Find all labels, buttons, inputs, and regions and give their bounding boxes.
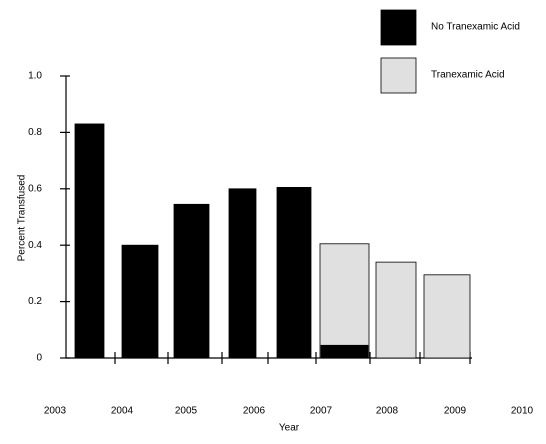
bar	[423, 274, 471, 359]
bar	[121, 244, 159, 359]
legend-swatch	[380, 57, 417, 94]
x-axis-label: Year	[279, 423, 300, 434]
x-tick-label: 2010	[511, 406, 534, 417]
y-tick-label: 1.0	[28, 71, 42, 82]
bar	[320, 344, 369, 359]
x-tick-label: 2005	[175, 406, 198, 417]
x-tick-label: 2009	[444, 406, 467, 417]
bar	[319, 243, 370, 359]
bar	[375, 261, 417, 359]
bar	[276, 186, 312, 359]
bar	[228, 188, 257, 359]
legend-label: No Tranexamic Acid	[431, 22, 520, 33]
x-tick-label: 2003	[44, 406, 67, 417]
legend-label: Tranexamic Acid	[431, 70, 505, 81]
bar	[173, 203, 210, 359]
y-axis-label: Percent Transfused	[17, 175, 28, 262]
y-tick-label: 0.2	[28, 296, 42, 307]
y-tick-label: 0.6	[28, 183, 42, 194]
x-tick-label: 2008	[376, 406, 399, 417]
legend-swatch	[380, 9, 417, 46]
x-tick-label: 2007	[310, 406, 333, 417]
bar	[74, 123, 105, 359]
x-tick-label: 2006	[243, 406, 266, 417]
x-tick-label: 2004	[111, 406, 134, 417]
y-tick-label: 0.8	[28, 127, 42, 138]
y-tick-label: 0.4	[28, 240, 42, 251]
y-tick-label: 0	[36, 353, 42, 364]
